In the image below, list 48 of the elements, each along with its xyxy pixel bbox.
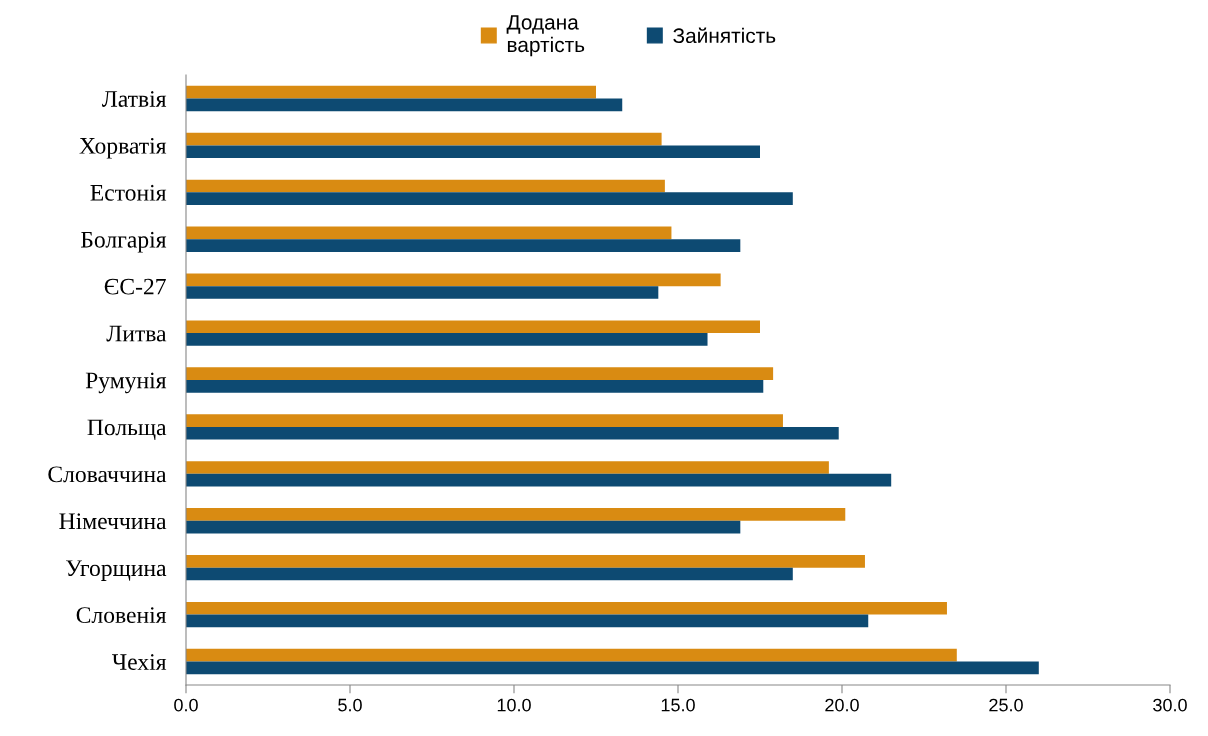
bar: [186, 461, 829, 474]
bar: [186, 414, 783, 427]
bar: [186, 179, 665, 193]
bar: [186, 192, 793, 205]
y-tick-label: Чехія: [112, 654, 167, 670]
bar: [186, 273, 721, 287]
bar: [186, 473, 892, 487]
y-tick-label: Німеччина: [59, 513, 167, 530]
legend-label: Зайнятість: [673, 27, 776, 44]
y-tick-label: Латвія: [102, 91, 167, 107]
x-tick-label: 0.0: [174, 698, 198, 712]
bar: [186, 85, 596, 99]
bar: [186, 286, 659, 299]
y-tick-label: Естонія: [90, 184, 167, 201]
x-tick-label: 20.0: [825, 698, 859, 712]
bar: [186, 333, 708, 346]
x-tick-label: 5.0: [338, 698, 362, 712]
x-tick-label: 30.0: [1153, 698, 1187, 712]
y-tick-label: Литва: [106, 325, 167, 342]
y-tick-label: Словенія: [76, 607, 167, 624]
bar: [186, 98, 623, 112]
bar: [186, 145, 760, 159]
bar: [186, 239, 741, 252]
x-tick-label: 25.0: [989, 698, 1023, 712]
bar: [186, 132, 662, 146]
legend-label: Додана вартість: [506, 15, 585, 57]
y-tick-label: Словаччина: [48, 466, 167, 483]
y-tick-label: Угорщина: [66, 560, 167, 581]
bar: [186, 555, 865, 568]
bar: [186, 520, 741, 534]
bar: [186, 426, 839, 440]
bar: [186, 661, 1039, 675]
y-tick-label: Хорватія: [79, 137, 167, 159]
bar: [186, 380, 764, 393]
bar: [186, 320, 760, 334]
y-tick-label: Румунія: [85, 372, 167, 394]
y-tick-label: Польща: [87, 419, 167, 441]
y-tick-label: Болгарія: [81, 231, 167, 253]
x-tick-label: 15.0: [661, 698, 695, 712]
bar: [186, 567, 793, 581]
y-tick-label: ЄС-27: [104, 278, 166, 295]
bar: [186, 601, 947, 615]
bar: [186, 508, 846, 521]
bar: [186, 367, 774, 380]
bar: [186, 614, 869, 628]
x-tick-label: 10.0: [497, 698, 531, 712]
bar: [186, 226, 672, 240]
bar: [186, 648, 957, 662]
